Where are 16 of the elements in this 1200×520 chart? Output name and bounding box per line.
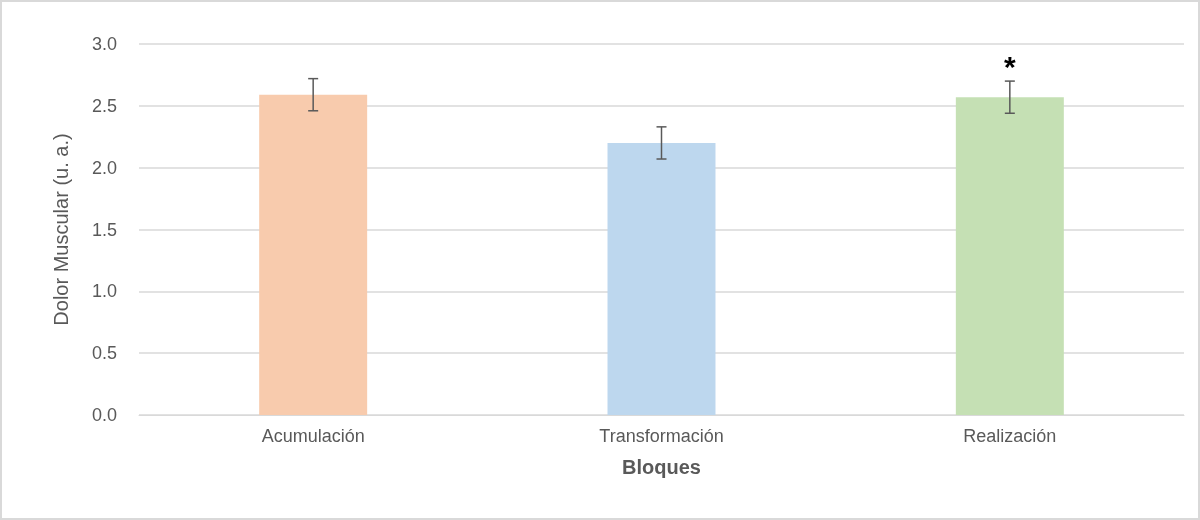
- x-tick-label: Acumulación: [261, 426, 365, 446]
- y-tick-label: 1.5: [91, 219, 117, 240]
- y-tick-label: 0.5: [91, 343, 117, 364]
- bar: [607, 142, 716, 415]
- bar: [955, 97, 1064, 415]
- x-tick-label: Realización: [963, 426, 1057, 446]
- y-tick-label: 1.0: [91, 281, 117, 302]
- x-tick-label: Transformación: [599, 426, 724, 446]
- y-tick-label: 3.0: [91, 34, 117, 54]
- bar: [259, 94, 368, 415]
- y-tick-label: 0.0: [91, 405, 117, 425]
- y-tick-label: 2.5: [91, 95, 117, 116]
- y-tick-label: 2.0: [91, 157, 117, 178]
- x-axis-title: Bloques: [622, 456, 701, 478]
- y-axis-title: Dolor Muscular (u. a.): [50, 133, 72, 326]
- annotation: *: [1003, 49, 1016, 83]
